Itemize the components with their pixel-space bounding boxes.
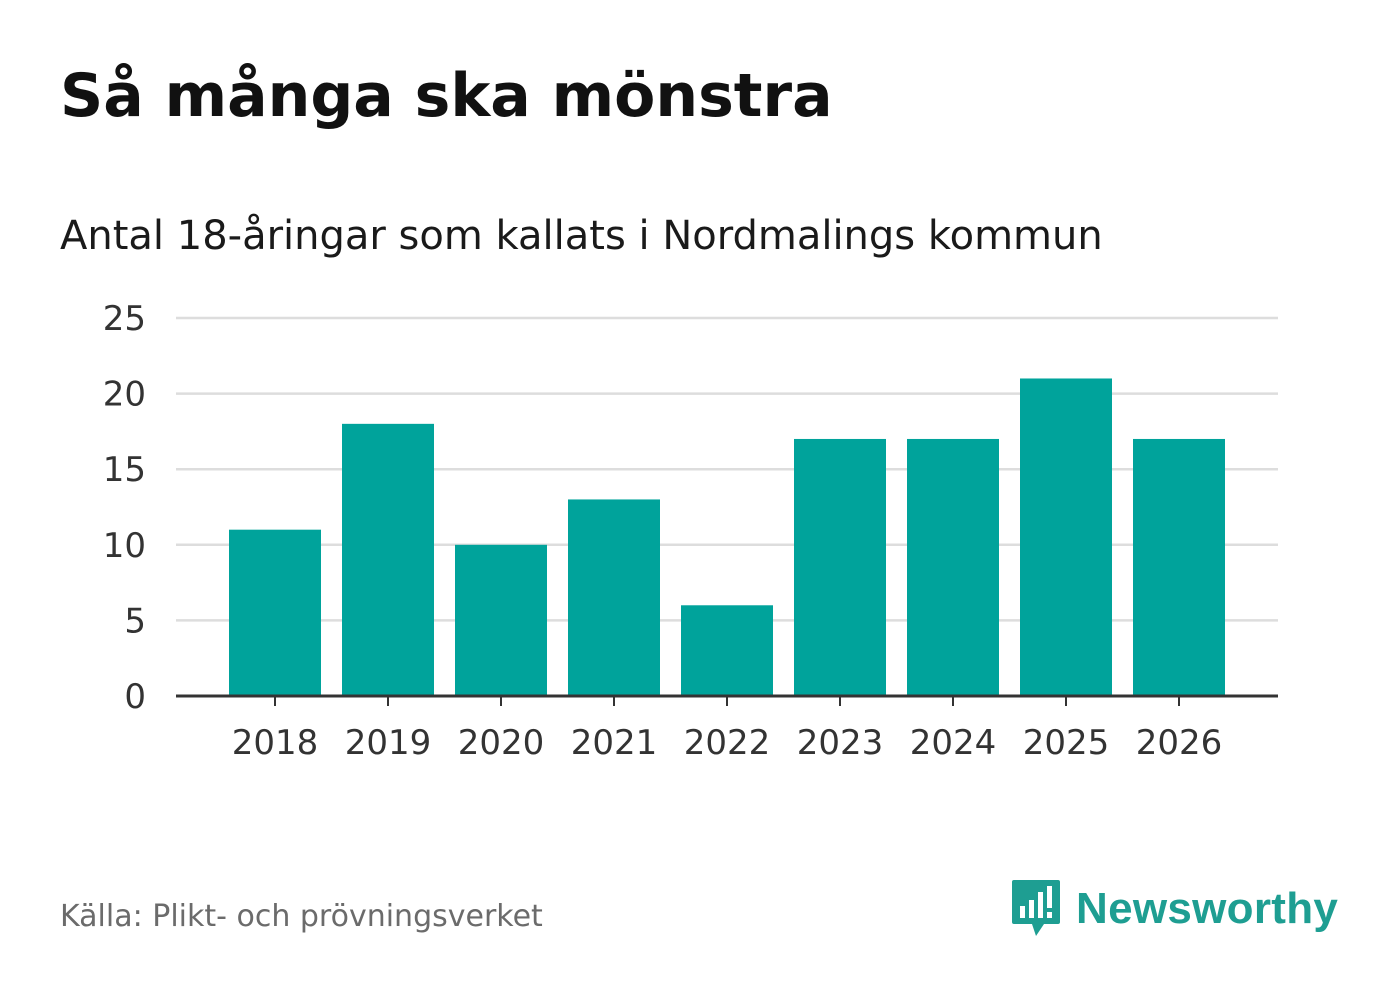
bars	[229, 378, 1225, 696]
bar-2020	[455, 544, 547, 696]
y-tick-label: 10	[103, 526, 146, 566]
y-tick-label: 20	[103, 375, 146, 415]
x-tick-label: 2019	[345, 723, 432, 763]
bar-2022	[681, 605, 773, 696]
chart-subtitle: Antal 18-åringar som kallats i Nordmalin…	[60, 213, 1103, 259]
y-tick-label: 25	[103, 299, 146, 339]
gridlines	[176, 316, 1278, 622]
source-note: Källa: Plikt- och prövningsverket	[60, 899, 543, 934]
brand-logo: Newsworthy	[1010, 878, 1338, 940]
x-tick-label: 2021	[571, 723, 658, 763]
brand-name: Newsworthy	[1076, 884, 1339, 933]
y-tick-label: 15	[103, 450, 146, 490]
bar-2018	[229, 529, 321, 696]
x-tick-label: 2018	[232, 723, 319, 763]
bar-2023	[794, 438, 886, 696]
bar-chart-speech-bubble-icon	[1012, 880, 1060, 936]
y-tick-label: 5	[124, 601, 146, 641]
x-tick-label: 2023	[797, 723, 884, 763]
x-tick-label: 2022	[684, 723, 771, 763]
x-tick-label: 2024	[910, 723, 997, 763]
x-tick-label: 2026	[1136, 723, 1223, 763]
chart-title: Så många ska mönstra	[60, 61, 833, 131]
bar-2026	[1133, 438, 1225, 696]
bar-2025	[1020, 378, 1112, 696]
x-tick-label: 2020	[458, 723, 545, 763]
bar-2019	[342, 423, 434, 696]
x-tick-label: 2025	[1023, 723, 1110, 763]
y-tick-label: 0	[124, 677, 146, 717]
bar-2021	[568, 499, 660, 696]
bar-2024	[907, 438, 999, 696]
